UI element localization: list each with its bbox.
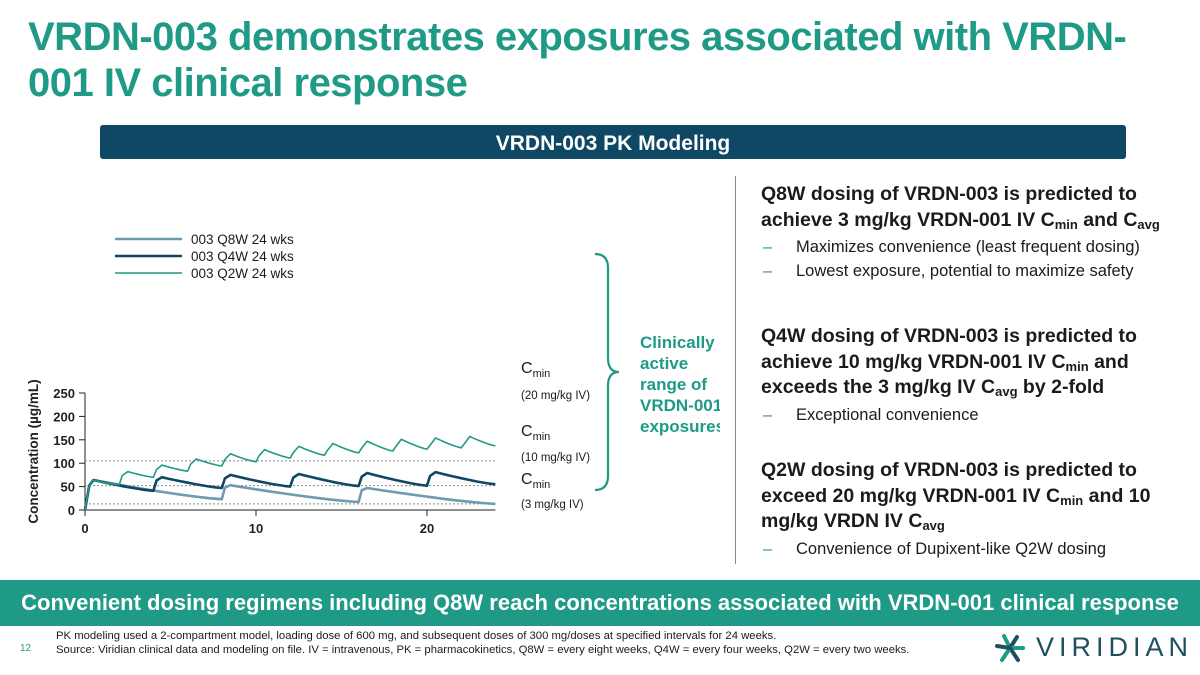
bullet-dash: – [763,262,773,280]
finding-bullet: – Exceptional convenience [761,406,1191,425]
range-brace [594,252,620,492]
y-tick-label: 100 [53,456,75,471]
y-tick-label: 0 [68,503,75,518]
reference-lines: Cmin (20 mg/kg IV) Cmin (10 mg/kg IV) Cmin (3… [85,360,590,511]
range-annotation-line: exposures [640,417,720,436]
legend-label: 003 Q8W 24 wks [191,232,294,247]
viridian-mark-icon [995,634,1025,662]
series-line [83,470,496,511]
footnote-methods: PK modeling used a 2-compartment model, … [56,630,777,642]
finding-heading: Q2W dosing of VRDN-003 is predicted to e… [761,459,1151,533]
range-annotation-line: Clinically [640,333,715,352]
range-annotation-line: active [640,354,688,373]
conclusion-bar: Convenient dosing regimens including Q8W… [0,580,1200,626]
cmin-label: Cmin [521,423,550,443]
range-annotation: Clinically active range of VRDN-001 exposure… [594,252,720,492]
footnotes: PK modeling used a 2-compartment model, … [56,629,961,657]
range-annotation-line: range of [640,375,707,394]
footnote-source: Source: Viridian clinical data and model… [56,644,910,656]
page-number: 12 [20,643,32,654]
slide-title: VRDN-003 demonstrates exposures associat… [28,15,1127,105]
finding-block: Q4W dosing of VRDN-003 is predicted to a… [761,324,1191,425]
y-tick-label: 150 [53,433,75,448]
cmin-label: Cmin [521,360,550,380]
y-tick-label: 250 [53,386,75,401]
cmin-note: (10 mg/kg IV) [521,452,590,464]
bullet-dash: – [763,238,773,256]
bullet-text: Maximizes convenience (least frequent do… [796,238,1140,256]
section-banner: VRDN-003 PK Modeling [100,125,1126,159]
series-lines [83,435,496,511]
logo-wordmark: VIRIDIAN [1036,632,1194,662]
finding-bullet: – Convenience of Dupixent-like Q2W dosing [761,540,1191,559]
finding-block: Q8W dosing of VRDN-003 is predicted to a… [761,182,1191,281]
legend-label: 003 Q4W 24 wks [191,249,294,264]
finding-block: Q2W dosing of VRDN-003 is predicted to e… [761,458,1191,559]
finding-bullet: – Lowest exposure, potential to maximize … [761,262,1191,281]
bullet-text: Exceptional convenience [796,405,979,424]
bullet-text: Lowest exposure, potential to maximize s… [796,262,1134,280]
series-line [84,435,496,511]
bullet-text: Convenience of Dupixent-like Q2W dosing [796,539,1106,558]
x-tick-label: 0 [81,521,88,536]
cmin-note: (3 mg/kg IV) [521,499,584,511]
legend-label: 003 Q2W 24 wks [191,266,294,281]
y-axis-label: Concentration (µg/mL) [26,379,41,523]
y-tick-label: 200 [53,409,75,424]
finding-heading: Q4W dosing of VRDN-003 is predicted to a… [761,325,1137,399]
chart-axes: 0 50 100 150 200 250 0 10 20 Concentration (µg/mL… [26,379,496,536]
bullet-dash: – [763,405,773,424]
x-tick-label: 20 [420,521,434,536]
viridian-logo: VIRIDIAN [990,628,1188,668]
bullet-dash: – [763,539,773,558]
x-tick-label: 10 [249,521,263,536]
range-annotation-line: VRDN-001 [640,396,720,415]
finding-bullet: – Maximizes convenience (least frequent d… [761,238,1191,257]
cmin-note: (20 mg/kg IV) [521,390,590,402]
cmin-label: Cmin [521,471,550,491]
column-divider [735,176,736,564]
pk-chart: 0 50 100 150 200 250 0 10 20 Concentration (µg/mL… [26,232,720,536]
chart-legend: 003 Q8W 24 wks 003 Q4W 24 wks 003 Q2W 24 w… [115,232,294,281]
finding-heading: Q8W dosing of VRDN-003 is predicted to a… [761,183,1160,232]
y-tick-label: 50 [61,480,75,495]
